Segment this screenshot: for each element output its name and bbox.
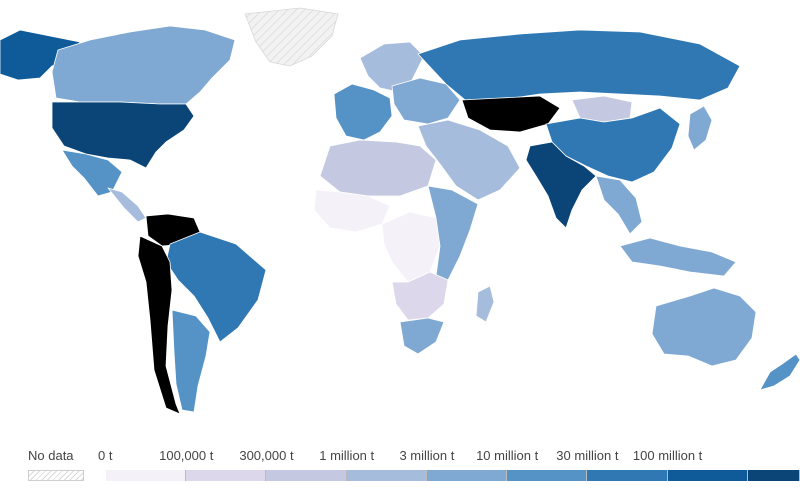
region-kazakhstan-central-asia[interactable] [461, 95, 561, 133]
region-india[interactable] [525, 141, 597, 229]
region-japan[interactable] [687, 105, 713, 151]
legend-no-data-label: No data [28, 448, 74, 463]
region-middle-east[interactable] [417, 119, 521, 201]
legend-bin [507, 470, 588, 481]
region-east-africa[interactable] [427, 185, 479, 281]
legend-bin [747, 470, 800, 481]
region-russia[interactable] [417, 29, 741, 105]
legend-tick-label: 300,000 t [239, 448, 294, 463]
legend-tick-label: 0 t [98, 448, 113, 463]
legend-tick-label: 10 million t [476, 448, 539, 463]
region-canada[interactable] [51, 25, 236, 105]
legend-bin [186, 470, 267, 481]
region-indonesia[interactable] [619, 237, 737, 277]
region-central-america[interactable] [107, 187, 147, 223]
region-madagascar[interactable] [475, 285, 495, 323]
region-north-africa[interactable] [319, 139, 437, 197]
legend-tick-label: 3 million t [399, 448, 455, 463]
region-central-africa[interactable] [381, 211, 441, 283]
region-brazil[interactable] [165, 231, 267, 343]
region-south-africa[interactable] [399, 317, 445, 355]
legend-tick-label: 100,000 t [159, 448, 214, 463]
region-argentina[interactable] [171, 309, 211, 413]
legend-no-data-swatch [28, 470, 84, 481]
legend-tick-label: 1 million t [319, 448, 375, 463]
legend-bin [106, 470, 187, 481]
region-southern-africa[interactable] [391, 271, 449, 321]
legend-bin [426, 470, 508, 481]
region-united-states[interactable] [51, 101, 195, 169]
region-greenland[interactable] [244, 7, 339, 67]
region-western-europe[interactable] [333, 83, 393, 141]
region-australia[interactable] [651, 287, 757, 367]
legend-bin [667, 470, 748, 481]
region-chile-andes[interactable] [137, 235, 181, 415]
legend-tick-label: 100 million t [632, 448, 703, 463]
legend-bin [346, 470, 427, 481]
region-eastern-europe[interactable] [391, 77, 461, 125]
map-legend: No data 0 t 100,000 t 300,000 t 1 million t… [0, 440, 800, 500]
legend-bin [266, 470, 347, 481]
legend-tick-label: 30 million t [556, 448, 619, 463]
region-southeast-asia[interactable] [595, 175, 643, 235]
world-map-svg [0, 7, 800, 415]
legend-bin [587, 470, 668, 481]
world-map [0, 7, 800, 415]
region-new-zealand[interactable] [759, 353, 800, 391]
